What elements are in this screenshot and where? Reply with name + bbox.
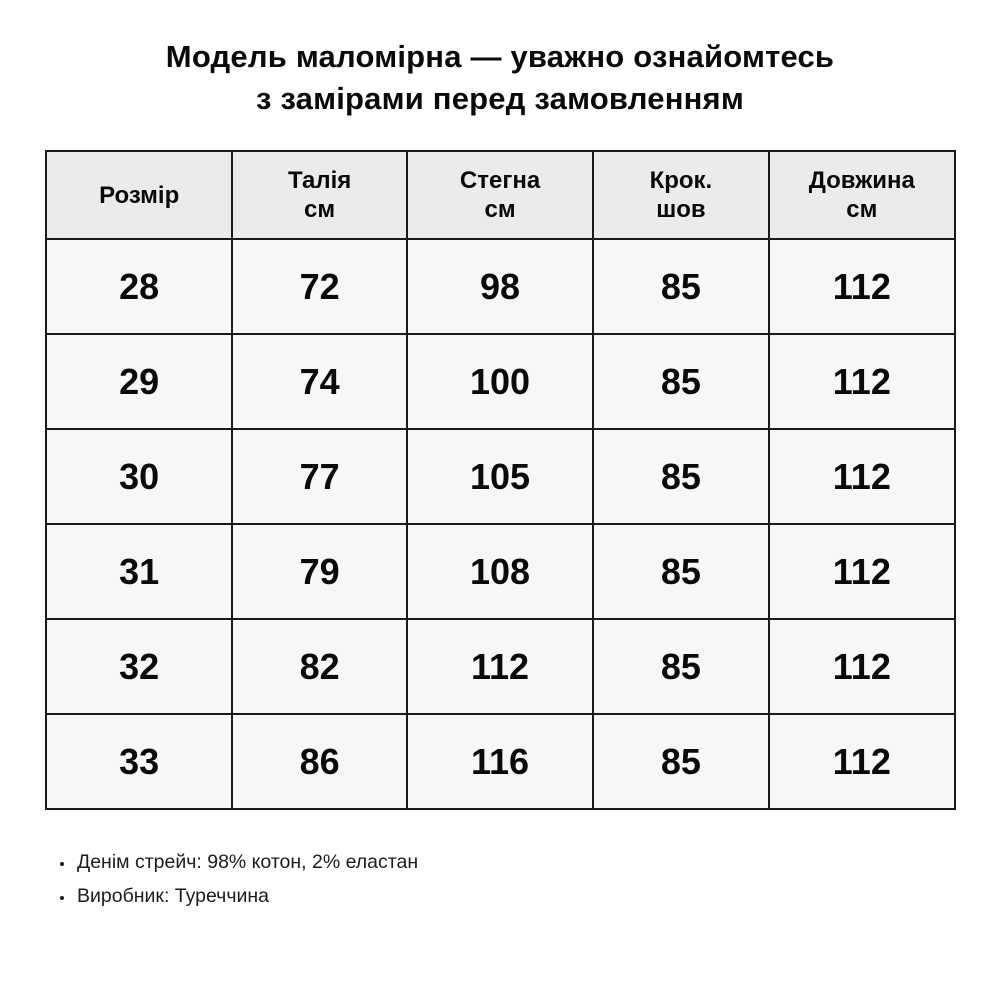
- table-cell: 29: [44, 333, 234, 430]
- size-table-header: Розмір Талія см Стегна см Крок. шов Довж…: [44, 150, 957, 240]
- size-table-body: 28 72 98 85 112 29 74 100 85 112 30 77 1…: [44, 238, 957, 810]
- table-cell: 74: [231, 333, 408, 430]
- table-cell: 72: [231, 238, 408, 335]
- table-cell: 79: [231, 523, 408, 620]
- table-cell: 30: [44, 428, 234, 525]
- table-cell: 86: [231, 713, 408, 810]
- table-cell: 116: [405, 713, 595, 810]
- table-cell: 108: [405, 523, 595, 620]
- table-row: 28 72 98 85 112: [44, 238, 957, 335]
- note-manufacturer: Виробник: Туреччина: [75, 879, 418, 913]
- table-cell: 31: [44, 523, 234, 620]
- table-row: 29 74 100 85 112: [44, 333, 957, 430]
- table-cell: 85: [592, 523, 770, 620]
- table-cell: 112: [767, 238, 957, 335]
- table-cell: 77: [231, 428, 408, 525]
- column-header-hips: Стегна см: [405, 150, 595, 240]
- table-cell: 85: [592, 713, 770, 810]
- table-cell: 100: [405, 333, 595, 430]
- table-row: 33 86 116 85 112: [44, 713, 957, 810]
- table-row: 32 82 112 85 112: [44, 618, 957, 715]
- table-row: 30 77 105 85 112: [44, 428, 957, 525]
- page-title-line-2: з замірами перед замовленням: [256, 81, 744, 116]
- table-cell: 112: [767, 523, 957, 620]
- page-title: Модель маломірна — уважно ознайомтесь з …: [0, 0, 1000, 120]
- note-fabric: Денім стрейч: 98% котон, 2% еластан: [75, 845, 418, 879]
- table-cell: 85: [592, 333, 770, 430]
- header-row: Розмір Талія см Стегна см Крок. шов Довж…: [44, 150, 957, 240]
- table-cell: 82: [231, 618, 408, 715]
- table-cell: 32: [44, 618, 234, 715]
- table-cell: 112: [767, 618, 957, 715]
- product-notes: Денім стрейч: 98% котон, 2% еластан Виро…: [75, 845, 418, 913]
- table-cell: 112: [767, 713, 957, 810]
- column-header-length: Довжина см: [767, 150, 957, 240]
- page-title-line-1: Модель маломірна — уважно ознайомтесь: [165, 39, 835, 74]
- size-table: Розмір Талія см Стегна см Крок. шов Довж…: [44, 150, 957, 810]
- table-cell: 112: [767, 428, 957, 525]
- table-cell: 112: [767, 333, 957, 430]
- column-header-inseam: Крок. шов: [592, 150, 770, 240]
- table-cell: 85: [592, 618, 770, 715]
- table-cell: 28: [44, 238, 234, 335]
- table-row: 31 79 108 85 112: [44, 523, 957, 620]
- table-cell: 85: [592, 238, 770, 335]
- table-cell: 105: [405, 428, 595, 525]
- table-cell: 112: [405, 618, 595, 715]
- table-cell: 85: [592, 428, 770, 525]
- table-cell: 98: [405, 238, 595, 335]
- table-cell: 33: [44, 713, 234, 810]
- column-header-size: Розмір: [44, 150, 234, 240]
- column-header-waist: Талія см: [231, 150, 408, 240]
